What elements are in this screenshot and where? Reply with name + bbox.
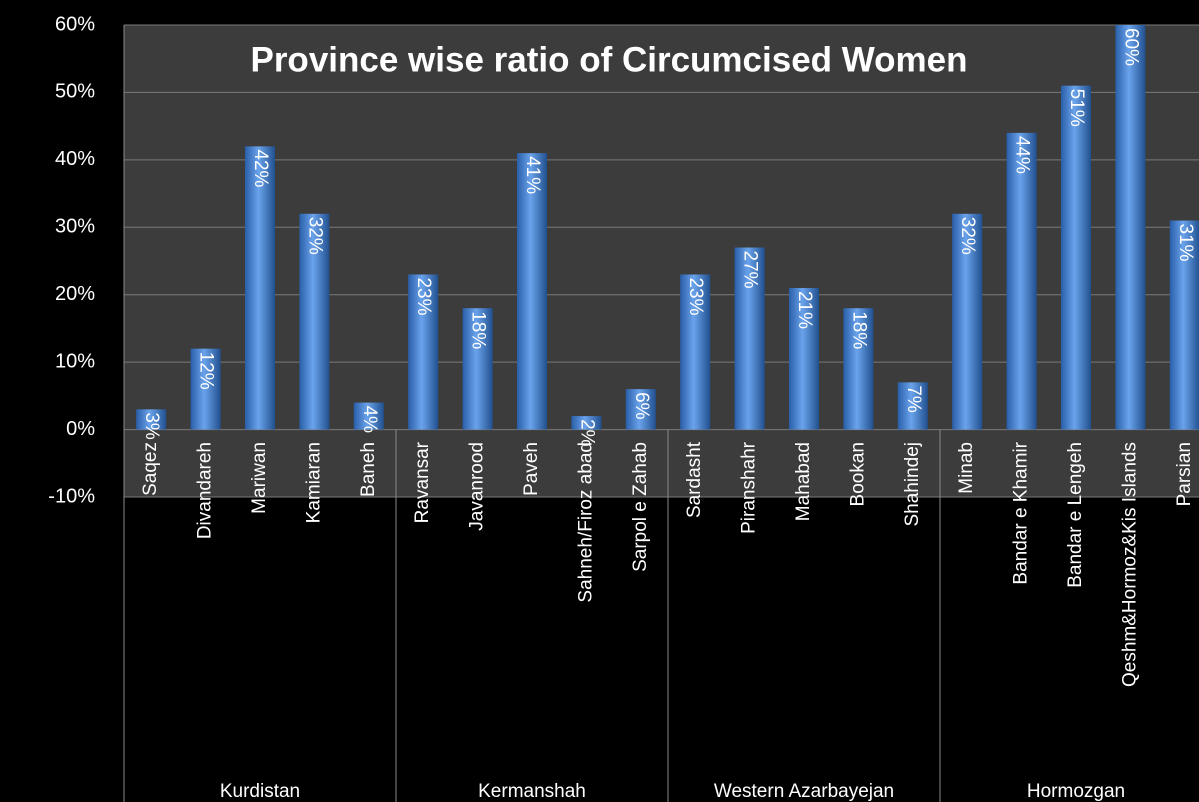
y-tick-label: 40% [55, 148, 95, 170]
bar [1061, 85, 1091, 430]
value-label: 23% [413, 277, 434, 315]
value-label: 12% [196, 352, 217, 390]
x-tick-label: Parsian [1174, 442, 1195, 506]
bar [1169, 220, 1199, 430]
x-tick-label: Saqez [140, 442, 161, 496]
value-label: 41% [522, 156, 543, 194]
x-tick-label: Bandar e Lengeh [1065, 442, 1086, 588]
marks: 3% 12% 42% 32% 4% 23% 18% 41% 2% 6% 23% 27% 21% 18% 7%… [136, 25, 1199, 447]
bar [952, 213, 983, 430]
x-tick-label: Javanrood [467, 442, 488, 531]
y-tick-label: 50% [55, 81, 95, 103]
x-tick-label: Sahneh/Firoz abad [575, 442, 596, 603]
value-label: 32% [957, 217, 978, 255]
bar [789, 287, 819, 430]
x-tick-label: Mahabad [793, 442, 814, 521]
group-label: Western Azarbayejan [714, 781, 894, 802]
bar [625, 389, 656, 430]
group-label: Kermanshah [478, 781, 586, 802]
x-tick-label: Ravansar [412, 441, 433, 523]
x-tick-label: Bandar e Khamir [1011, 441, 1032, 584]
value-label: 51% [1066, 89, 1087, 127]
value-label: 2% [576, 419, 597, 447]
bar [1115, 25, 1146, 430]
value-label: 27% [740, 251, 761, 289]
bar [299, 213, 330, 430]
x-tick-label: Paveh [521, 442, 542, 496]
value-label: 7% [903, 385, 924, 413]
bar [136, 409, 167, 430]
chart-title: Province wise ratio of Circumcised Women [250, 40, 967, 79]
x-tick-label: Piranshahr [739, 441, 760, 534]
value-label: 23% [685, 277, 706, 315]
y-tick-label: 0% [66, 418, 95, 440]
value-label: 3% [141, 412, 162, 440]
bar [353, 402, 384, 430]
y-tick-label: 60% [55, 13, 95, 35]
value-label: 6% [631, 392, 652, 420]
bar [462, 308, 493, 430]
value-label: 4% [359, 406, 380, 434]
x-tick-label: Minab [956, 442, 977, 494]
value-label: 32% [304, 217, 325, 255]
x-tick-label: Bookan [847, 442, 868, 506]
y-tick-label: -10% [48, 485, 95, 507]
plot-area [124, 25, 1199, 497]
value-label: 18% [468, 311, 489, 349]
x-tick-label: Sarpol e Zahab [630, 442, 651, 572]
x-tick-label: Baneh [358, 442, 379, 497]
bar [408, 274, 439, 430]
y-tick-label: 10% [55, 350, 95, 372]
x-tick-label: Shahindej [902, 442, 923, 527]
bar [245, 146, 275, 430]
bar [897, 382, 928, 430]
bar [517, 153, 547, 430]
bar [680, 274, 711, 430]
value-label: 44% [1012, 136, 1033, 174]
x-tick-label: Kamiaran [303, 442, 324, 523]
bar [734, 247, 765, 430]
x-tick-label: Divandareh [195, 442, 216, 539]
value-label: 21% [794, 291, 815, 329]
value-label: 31% [1175, 224, 1196, 262]
bar [190, 348, 221, 430]
x-tick-label: Qeshm&Hormoz&Kis Islands [1119, 442, 1140, 687]
y-tick-label: 20% [55, 283, 95, 305]
value-label: 42% [250, 149, 271, 187]
value-label: 18% [848, 311, 869, 349]
value-label: 60% [1120, 28, 1141, 66]
group-label: Kurdistan [220, 781, 300, 802]
bar [843, 308, 874, 430]
y-tick-label: 30% [55, 216, 95, 238]
group-label: Hormozgan [1027, 781, 1125, 802]
bar [571, 416, 602, 430]
bar [1006, 132, 1037, 430]
x-tick-label: Mariwan [249, 442, 270, 514]
x-tick-label: Sardasht [684, 441, 705, 518]
